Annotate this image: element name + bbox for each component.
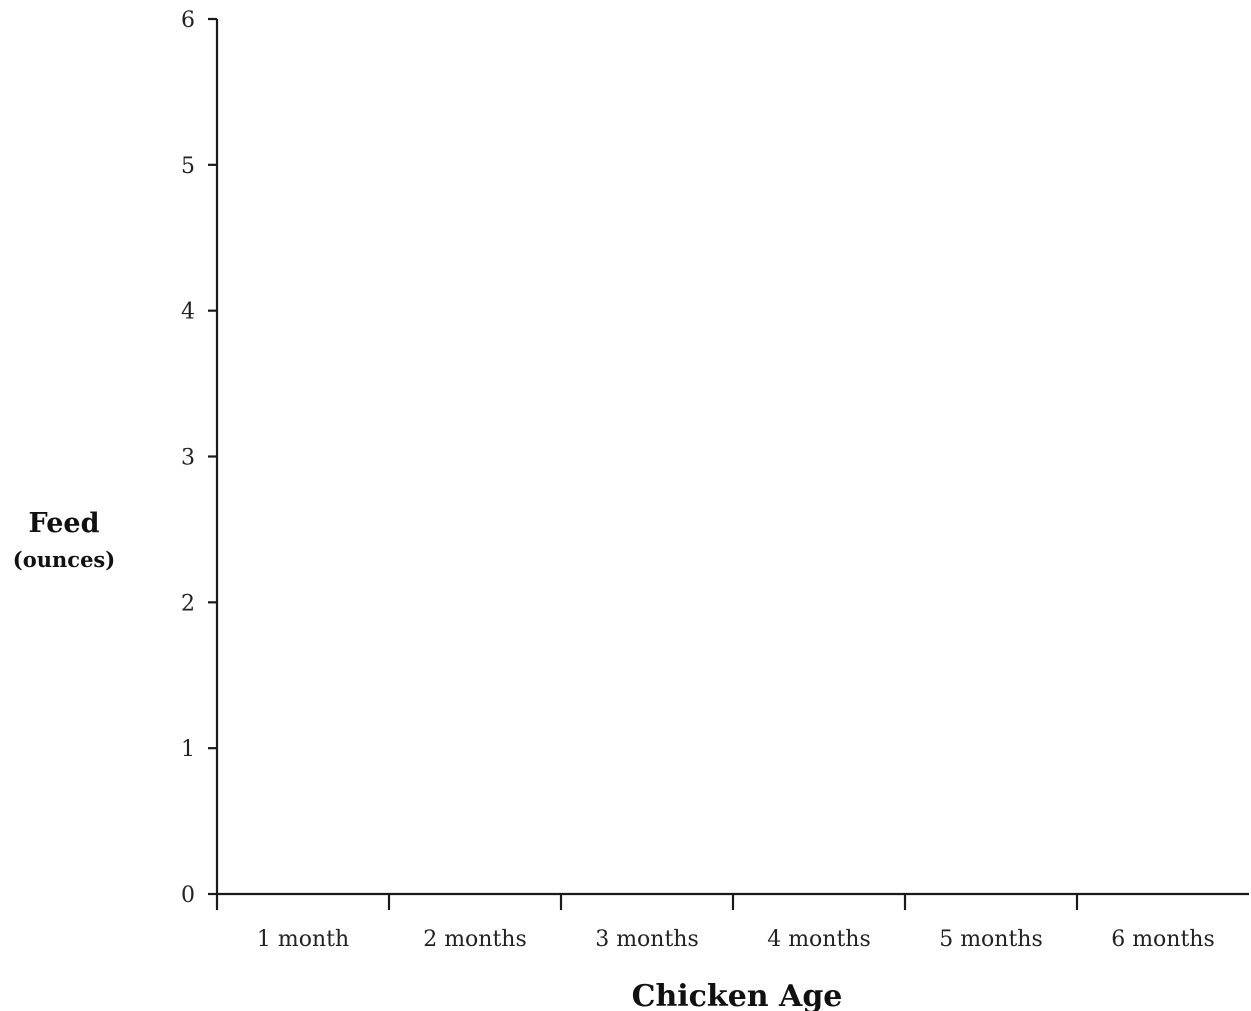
y-tick-label: 5 bbox=[181, 154, 195, 179]
x-tick-label: 1 month bbox=[257, 927, 349, 952]
y-axis-unit: (ounces) bbox=[13, 547, 115, 572]
y-tick-label: 2 bbox=[181, 591, 195, 616]
x-axis-label: Chicken Age bbox=[632, 979, 843, 1011]
x-tick-label: 4 months bbox=[767, 927, 871, 952]
y-axis-label: Feed bbox=[29, 508, 100, 539]
x-tick-label: 3 months bbox=[595, 927, 699, 952]
y-tick-label: 3 bbox=[181, 446, 195, 471]
y-tick-label: 1 bbox=[181, 737, 195, 762]
x-tick-label: 2 months bbox=[423, 927, 527, 952]
y-axis-ticks: 0 1 2 3 4 5 6 bbox=[181, 8, 217, 908]
x-tick-label: 5 months bbox=[939, 927, 1043, 952]
y-tick-label: 0 bbox=[181, 883, 195, 908]
y-tick-label: 6 bbox=[181, 8, 195, 33]
y-tick-label: 4 bbox=[181, 300, 195, 325]
x-axis-ticks: 1 month 2 months 3 months 4 months 5 months 6… bbox=[215, 894, 1215, 952]
x-tick-label: 6 months bbox=[1111, 927, 1215, 952]
